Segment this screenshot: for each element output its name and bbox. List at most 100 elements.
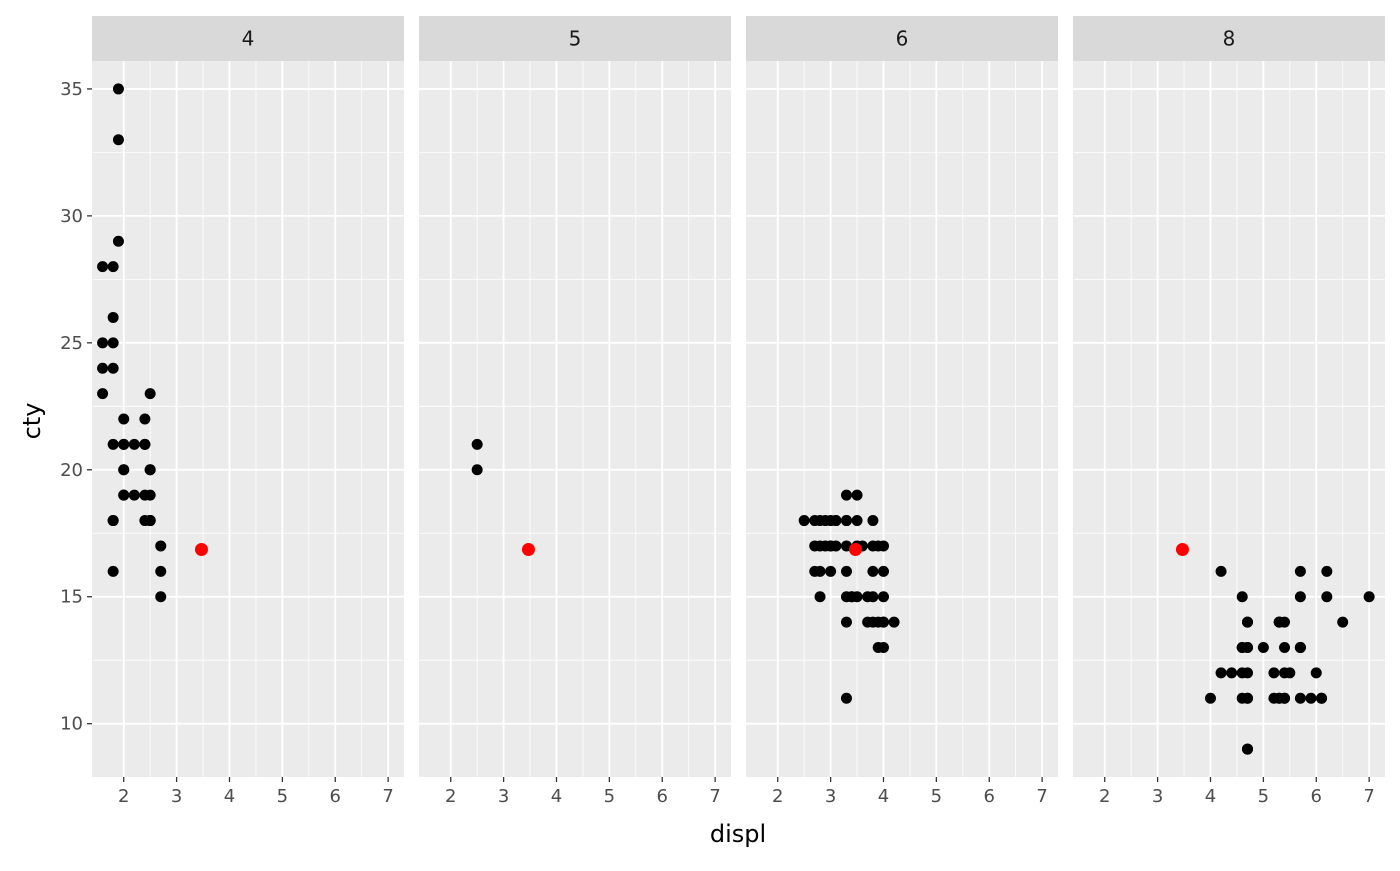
data-point xyxy=(107,565,119,577)
panel-background xyxy=(92,61,404,777)
x-tick-label: 5 xyxy=(277,786,288,807)
y-axis-title: cty xyxy=(18,403,46,440)
x-tick-label: 4 xyxy=(878,786,889,807)
data-point xyxy=(144,489,156,501)
data-point xyxy=(128,489,140,501)
y-tick-label: 10 xyxy=(60,714,83,735)
facet-panel-5: 5 2 3 4 5 6 7 xyxy=(419,16,731,807)
data-point xyxy=(840,515,852,527)
data-point xyxy=(1294,591,1306,603)
x-tick-label: 2 xyxy=(445,786,456,807)
data-point xyxy=(809,515,821,527)
data-point xyxy=(471,464,483,476)
x-tick-label: 4 xyxy=(551,786,562,807)
data-point xyxy=(1242,692,1254,704)
data-point xyxy=(877,616,889,628)
panel-background xyxy=(419,61,731,777)
data-point xyxy=(840,616,852,628)
data-point xyxy=(1337,616,1349,628)
data-point xyxy=(97,261,109,273)
y-tick-label: 25 xyxy=(60,333,83,354)
data-point xyxy=(1268,692,1280,704)
facets-layer: 4 2 3 4 5 6 7 5 2 3 4 5 6 7 6 2 3 4 5 6 7 8 2 3 4 5 6 7 xyxy=(92,16,1385,807)
x-tick-label: 3 xyxy=(825,786,836,807)
data-point xyxy=(1294,692,1306,704)
data-point xyxy=(155,591,167,603)
data-point xyxy=(112,134,124,146)
data-point xyxy=(809,565,821,577)
data-point xyxy=(1236,667,1248,679)
data-point xyxy=(798,515,810,527)
data-point xyxy=(1294,642,1306,654)
data-point xyxy=(1279,642,1291,654)
facet-strip xyxy=(92,16,404,61)
x-tick-label: 7 xyxy=(1036,786,1047,807)
data-point xyxy=(107,438,119,450)
data-point xyxy=(862,591,874,603)
data-point xyxy=(840,692,852,704)
data-point xyxy=(128,438,140,450)
highlight-point xyxy=(194,543,208,557)
x-tick-label: 3 xyxy=(498,786,509,807)
data-point xyxy=(1321,591,1333,603)
data-point xyxy=(1226,667,1238,679)
facet-strip-label: 6 xyxy=(896,27,909,51)
data-point xyxy=(825,565,837,577)
data-point xyxy=(1204,692,1216,704)
x-tick-label: 2 xyxy=(772,786,783,807)
data-point xyxy=(872,642,884,654)
facet-strip-label: 5 xyxy=(569,27,582,51)
data-point xyxy=(851,591,863,603)
data-point xyxy=(840,489,852,501)
data-point xyxy=(877,591,889,603)
data-point xyxy=(1242,743,1254,755)
data-point xyxy=(1279,692,1291,704)
data-point xyxy=(1242,616,1254,628)
data-point xyxy=(155,565,167,577)
data-point xyxy=(1310,667,1322,679)
data-point xyxy=(97,362,109,374)
data-point xyxy=(1284,667,1296,679)
x-tick-label: 2 xyxy=(1099,786,1110,807)
facet-strip-label: 8 xyxy=(1223,27,1236,51)
y-tick-label: 30 xyxy=(60,206,83,227)
data-point xyxy=(1363,591,1375,603)
data-point xyxy=(814,591,826,603)
data-point xyxy=(1321,565,1333,577)
data-point xyxy=(97,388,109,400)
data-point xyxy=(1305,692,1317,704)
x-tick-label: 6 xyxy=(1311,786,1322,807)
facet-strip-label: 4 xyxy=(242,27,255,51)
highlight-point xyxy=(521,543,535,557)
y-tick-label: 35 xyxy=(60,79,83,100)
facet-panel-6: 6 2 3 4 5 6 7 xyxy=(746,16,1058,807)
data-point xyxy=(144,464,156,476)
data-point xyxy=(139,413,151,425)
data-point xyxy=(471,438,483,450)
data-point xyxy=(118,413,130,425)
data-point xyxy=(867,515,879,527)
data-point xyxy=(877,565,889,577)
data-point xyxy=(1236,591,1248,603)
x-tick-label: 5 xyxy=(931,786,942,807)
y-axis: 10 15 20 25 30 35 xyxy=(60,79,92,735)
data-point xyxy=(888,616,900,628)
highlight-point xyxy=(1175,543,1189,557)
data-point xyxy=(118,489,130,501)
data-point xyxy=(155,540,167,552)
x-tick-label: 3 xyxy=(1152,786,1163,807)
data-point xyxy=(139,438,151,450)
x-tick-label: 6 xyxy=(330,786,341,807)
x-tick-label: 3 xyxy=(171,786,182,807)
y-tick-label: 20 xyxy=(60,460,83,481)
data-point xyxy=(118,464,130,476)
data-point xyxy=(830,515,842,527)
data-point xyxy=(144,388,156,400)
data-point xyxy=(1257,642,1269,654)
x-tick-label: 7 xyxy=(1363,786,1374,807)
x-tick-label: 2 xyxy=(118,786,129,807)
data-point xyxy=(1215,667,1227,679)
facet-strip xyxy=(746,16,1058,61)
